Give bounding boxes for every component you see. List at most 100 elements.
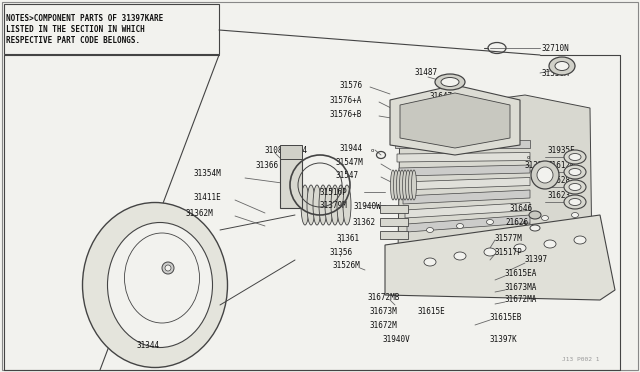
Text: o: o: [523, 219, 526, 224]
Text: 31084: 31084: [265, 145, 288, 154]
Text: o: o: [371, 148, 374, 153]
Text: 31362: 31362: [353, 218, 376, 227]
Text: 31647: 31647: [430, 92, 453, 100]
Ellipse shape: [531, 161, 559, 189]
Text: 31366: 31366: [255, 160, 278, 170]
Ellipse shape: [408, 170, 413, 200]
Text: 31356: 31356: [330, 247, 353, 257]
Polygon shape: [403, 190, 530, 204]
Ellipse shape: [454, 252, 466, 260]
Polygon shape: [395, 140, 530, 148]
Bar: [280, 158, 302, 208]
Text: 31935E: 31935E: [548, 145, 576, 154]
Text: 31672MB: 31672MB: [368, 294, 401, 302]
Text: 31576+B: 31576+B: [330, 109, 362, 119]
Text: 31612M: 31612M: [548, 160, 576, 170]
Ellipse shape: [544, 240, 556, 248]
Text: 31615E: 31615E: [418, 308, 445, 317]
Text: 31672M: 31672M: [370, 321, 397, 330]
Ellipse shape: [569, 199, 581, 205]
Text: 21626: 21626: [505, 218, 528, 227]
Ellipse shape: [125, 233, 200, 323]
Text: 31615EB: 31615EB: [490, 314, 522, 323]
Text: 31547M: 31547M: [336, 157, 364, 167]
Ellipse shape: [108, 222, 212, 347]
Ellipse shape: [486, 219, 493, 224]
Ellipse shape: [434, 100, 476, 116]
Ellipse shape: [555, 61, 569, 71]
Ellipse shape: [313, 185, 321, 225]
Ellipse shape: [406, 170, 410, 200]
Ellipse shape: [397, 170, 401, 200]
Text: 31354M: 31354M: [193, 169, 221, 177]
Ellipse shape: [549, 57, 575, 75]
Text: 31361: 31361: [337, 234, 360, 243]
Ellipse shape: [574, 236, 586, 244]
Text: 31362M: 31362M: [185, 208, 212, 218]
Ellipse shape: [456, 224, 463, 228]
Text: J13 P002 1: J13 P002 1: [563, 357, 600, 362]
Polygon shape: [385, 80, 605, 285]
Ellipse shape: [301, 185, 309, 225]
Ellipse shape: [412, 170, 417, 200]
Ellipse shape: [343, 185, 351, 225]
Text: 31940W: 31940W: [354, 202, 381, 211]
Bar: [380, 218, 408, 226]
Text: 31673MA: 31673MA: [505, 283, 538, 292]
Text: 31628: 31628: [548, 176, 571, 185]
Text: LISTED IN THE SECTION IN WHICH: LISTED IN THE SECTION IN WHICH: [6, 25, 145, 34]
Text: NOTES>COMPONENT PARTS OF 31397KARE: NOTES>COMPONENT PARTS OF 31397KARE: [6, 14, 163, 23]
Ellipse shape: [165, 265, 171, 271]
Ellipse shape: [484, 248, 496, 256]
Ellipse shape: [307, 185, 315, 225]
Ellipse shape: [394, 170, 399, 200]
Polygon shape: [407, 215, 530, 232]
Ellipse shape: [399, 170, 404, 200]
Text: 31335M: 31335M: [525, 160, 553, 170]
Text: 31344: 31344: [136, 340, 159, 350]
Ellipse shape: [426, 228, 433, 232]
Bar: [380, 231, 408, 239]
Polygon shape: [401, 177, 530, 190]
Text: 31336M: 31336M: [542, 68, 570, 77]
Ellipse shape: [529, 211, 541, 219]
Ellipse shape: [162, 262, 174, 274]
Polygon shape: [397, 153, 530, 162]
Polygon shape: [390, 85, 520, 155]
Ellipse shape: [537, 167, 553, 183]
Text: 31576+A: 31576+A: [330, 96, 362, 105]
Polygon shape: [400, 93, 510, 148]
Bar: [280, 145, 302, 159]
Text: 31379M: 31379M: [320, 201, 348, 209]
Text: 31411E: 31411E: [193, 192, 221, 202]
Ellipse shape: [564, 150, 586, 164]
Text: 32710N: 32710N: [542, 44, 570, 52]
Text: 31516P: 31516P: [320, 187, 348, 196]
Ellipse shape: [325, 185, 333, 225]
Polygon shape: [399, 165, 530, 176]
Ellipse shape: [530, 225, 540, 231]
Ellipse shape: [564, 165, 586, 179]
Text: 31547: 31547: [336, 170, 359, 180]
Text: 31487: 31487: [415, 67, 438, 77]
Ellipse shape: [337, 185, 345, 225]
Ellipse shape: [441, 77, 459, 87]
Ellipse shape: [390, 170, 396, 200]
Ellipse shape: [564, 180, 586, 194]
Text: 31576: 31576: [340, 80, 363, 90]
Text: 31673M: 31673M: [370, 308, 397, 317]
Text: 31623: 31623: [548, 190, 571, 199]
Ellipse shape: [569, 183, 581, 190]
Ellipse shape: [564, 195, 586, 209]
Ellipse shape: [319, 185, 327, 225]
Text: 31517P: 31517P: [495, 247, 523, 257]
Text: 31615EA: 31615EA: [505, 269, 538, 279]
Ellipse shape: [541, 215, 548, 221]
Text: 31577M: 31577M: [495, 234, 523, 243]
Bar: [4, 4, 219, 54]
Ellipse shape: [435, 74, 465, 90]
Ellipse shape: [83, 202, 227, 368]
Ellipse shape: [569, 169, 581, 176]
Ellipse shape: [572, 212, 579, 218]
Polygon shape: [405, 202, 530, 218]
